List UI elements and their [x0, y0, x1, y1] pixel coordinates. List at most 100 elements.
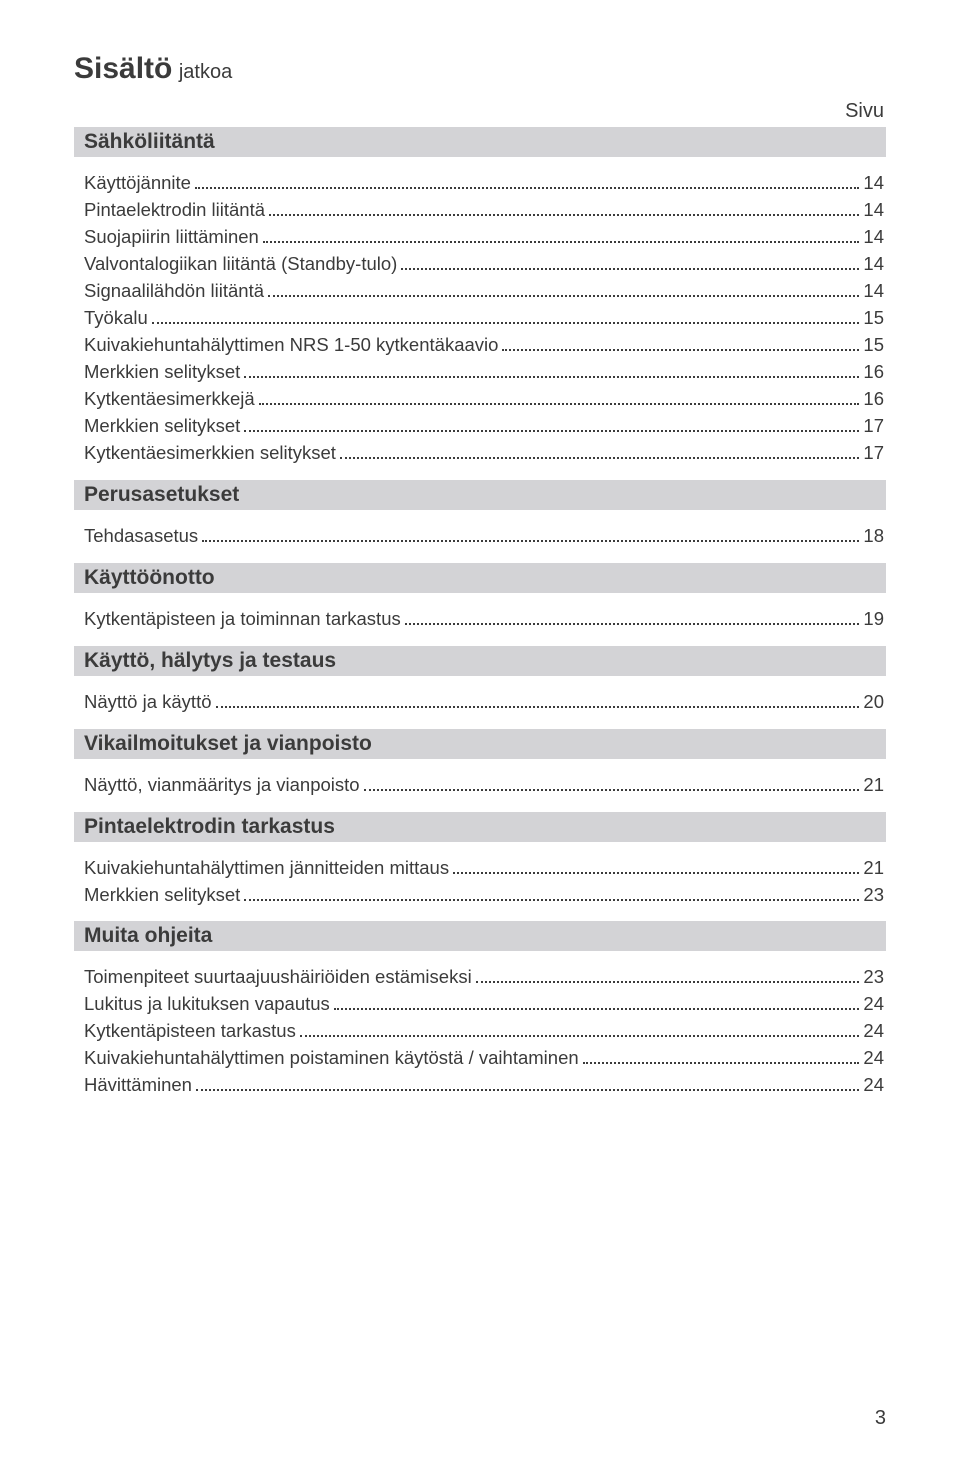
toc-row: Kuivakiehuntahälyttimen poistaminen käyt…: [84, 1046, 884, 1071]
toc-page: 24: [863, 992, 884, 1017]
toc-leader-dots: [364, 774, 860, 791]
toc-page: 19: [863, 607, 884, 632]
toc-row: Toimenpiteet suurtaajuushäiriöiden estäm…: [84, 965, 884, 990]
toc-page: 18: [863, 524, 884, 549]
toc-leader-dots: [202, 525, 859, 542]
toc-leader-dots: [476, 967, 860, 984]
toc-page: 24: [863, 1073, 884, 1098]
toc-page: 21: [863, 856, 884, 881]
toc-page: 20: [863, 690, 884, 715]
toc-leader-dots: [268, 280, 859, 297]
toc-label: Toimenpiteet suurtaajuushäiriöiden estäm…: [84, 965, 472, 990]
toc-leader-dots: [401, 253, 859, 270]
toc-page: 16: [863, 360, 884, 385]
toc-page: 14: [863, 171, 884, 196]
toc-row: Kuivakiehuntahälyttimen jännitteiden mit…: [84, 856, 884, 881]
toc-list: Näyttö, vianmääritys ja vianpoisto 21: [74, 773, 886, 798]
toc-leader-dots: [196, 1075, 859, 1092]
toc-row: Kytkentäesimerkkien selitykset17: [84, 441, 884, 466]
toc-page: 14: [863, 279, 884, 304]
section-header: Vikailmoitukset ja vianpoisto: [74, 729, 886, 759]
toc-row: Kuivakiehuntahälyttimen NRS 1-50 kytkent…: [84, 333, 884, 358]
section-header: Käyttö, hälytys ja testaus: [74, 646, 886, 676]
toc-row: Lukitus ja lukituksen vapautus 24: [84, 992, 884, 1017]
toc-leader-dots: [334, 994, 860, 1011]
toc-row: Kytkentäesimerkkejä 16: [84, 387, 884, 412]
toc-list: Tehdasasetus 18: [74, 524, 886, 549]
toc-list: Toimenpiteet suurtaajuushäiriöiden estäm…: [74, 965, 886, 1098]
toc-row: Työkalu 15: [84, 306, 884, 331]
page-title: Sisältö: [74, 52, 172, 85]
section-header: Perusasetukset: [74, 480, 886, 510]
toc-label: Näyttö, vianmääritys ja vianpoisto: [84, 773, 360, 798]
section-header: Pintaelektrodin tarkastus: [74, 812, 886, 842]
toc-page: 15: [863, 333, 884, 358]
toc-label: Valvontalogiikan liitäntä (Standby-tulo): [84, 252, 397, 277]
toc-label: Lukitus ja lukituksen vapautus: [84, 992, 330, 1017]
toc-row: Signaalilähdön liitäntä 14: [84, 279, 884, 304]
column-label-page: Sivu: [74, 100, 886, 123]
toc-page: 24: [863, 1019, 884, 1044]
toc-leader-dots: [269, 199, 859, 216]
toc-row: Kytkentäpisteen tarkastus 24: [84, 1019, 884, 1044]
toc-label: Käyttöjännite: [84, 171, 191, 196]
toc-page: 24: [863, 1046, 884, 1071]
toc-leader-dots: [453, 857, 859, 874]
toc-label: Merkkien selitykset: [84, 883, 240, 908]
toc-label: Signaalilähdön liitäntä: [84, 279, 264, 304]
toc-label: Työkalu: [84, 306, 148, 331]
section-header: Muita ohjeita: [74, 921, 886, 951]
toc-page: 23: [863, 883, 884, 908]
toc-page: 14: [863, 225, 884, 250]
toc-leader-dots: [405, 608, 860, 625]
toc-leader-dots: [244, 361, 859, 378]
section-header: Sähköliitäntä: [74, 127, 886, 157]
toc-row: Kytkentäpisteen ja toiminnan tarkastus19: [84, 607, 884, 632]
toc-leader-dots: [152, 307, 860, 324]
toc-row: Valvontalogiikan liitäntä (Standby-tulo)…: [84, 252, 884, 277]
toc-page: 16: [863, 387, 884, 412]
toc-leader-dots: [502, 334, 859, 351]
toc-row: Pintaelektrodin liitäntä 14: [84, 198, 884, 223]
toc-list: Näyttö ja käyttö 20: [74, 690, 886, 715]
toc-page: 14: [863, 252, 884, 277]
toc-leader-dots: [195, 172, 859, 189]
toc-row: Merkkien selitykset 16: [84, 360, 884, 385]
page-title-suffix: jatkoa: [179, 61, 232, 83]
toc-label: Näyttö ja käyttö: [84, 690, 212, 715]
toc-label: Kuivakiehuntahälyttimen poistaminen käyt…: [84, 1046, 579, 1071]
toc-label: Kuivakiehuntahälyttimen NRS 1-50 kytkent…: [84, 333, 498, 358]
toc-label: Kytkentäpisteen tarkastus: [84, 1019, 296, 1044]
toc-leader-dots: [300, 1021, 860, 1038]
toc-page: 17: [863, 441, 884, 466]
toc-row: Hävittäminen 24: [84, 1073, 884, 1098]
toc-leader-dots: [340, 442, 860, 459]
toc-label: Kytkentäesimerkkejä: [84, 387, 255, 412]
toc-list: Käyttöjännite 14 Pintaelektrodin liitäntä 1…: [74, 171, 886, 466]
page-number: 3: [875, 1407, 886, 1430]
page-title-row: Sisältö jatkoa: [74, 52, 886, 86]
toc-label: Hävittäminen: [84, 1073, 192, 1098]
toc-leader-dots: [263, 226, 860, 243]
toc-row: Näyttö, vianmääritys ja vianpoisto 21: [84, 773, 884, 798]
toc-label: Tehdasasetus: [84, 524, 198, 549]
toc-leader-dots: [259, 388, 860, 405]
toc-row: Tehdasasetus 18: [84, 524, 884, 549]
toc-label: Pintaelektrodin liitäntä: [84, 198, 265, 223]
toc-list: Kytkentäpisteen ja toiminnan tarkastus19: [74, 607, 886, 632]
toc-container: SähköliitäntäKäyttöjännite14Pintaelektro…: [74, 127, 886, 1098]
toc-label: Kuivakiehuntahälyttimen jännitteiden mit…: [84, 856, 449, 881]
toc-label: Merkkien selitykset: [84, 360, 240, 385]
toc-page: 21: [863, 773, 884, 798]
toc-leader-dots: [216, 691, 860, 708]
toc-leader-dots: [244, 415, 859, 432]
toc-leader-dots: [244, 884, 859, 901]
toc-row: Suojapiirin liittäminen 14: [84, 225, 884, 250]
toc-page: 17: [863, 414, 884, 439]
toc-label: Suojapiirin liittäminen: [84, 225, 259, 250]
toc-page: 14: [863, 198, 884, 223]
toc-row: Käyttöjännite 14: [84, 171, 884, 196]
toc-row: Merkkien selitykset 23: [84, 883, 884, 908]
toc-page: 15: [863, 306, 884, 331]
toc-page: 23: [863, 965, 884, 990]
